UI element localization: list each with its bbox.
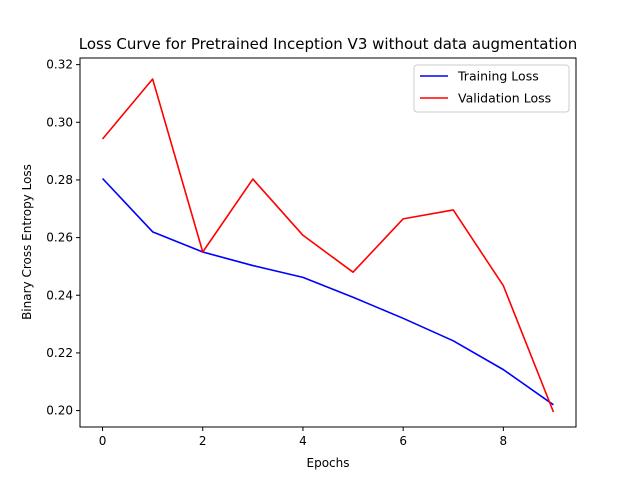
y-axis-ticks: 0.20 0.22 0.24 0.26 0.28 0.30 0.32 <box>46 58 80 418</box>
y-tick-label: 0.28 <box>46 173 73 187</box>
y-tick-label: 0.26 <box>46 231 73 245</box>
x-tick-label: 4 <box>299 434 307 448</box>
legend-label-validation-loss: Validation Loss <box>458 91 551 106</box>
x-tick-label: 6 <box>399 434 407 448</box>
series-line-training-loss <box>101 177 554 406</box>
x-tick-label: 0 <box>99 434 107 448</box>
y-tick-label: 0.24 <box>46 288 73 302</box>
series-line-validation-loss <box>101 78 555 413</box>
y-tick-label: 0.30 <box>46 115 73 129</box>
y-tick-label: 0.20 <box>46 404 73 418</box>
x-axis-label: Epochs <box>307 456 350 470</box>
legend-label-training-loss: Training Loss <box>457 69 539 84</box>
legend: Training Loss Validation Loss <box>413 64 570 113</box>
legend-box <box>413 64 570 113</box>
y-axis-label: Binary Cross Entropy Loss <box>20 164 34 320</box>
plot-lines <box>101 78 555 413</box>
x-tick-label: 8 <box>500 434 508 448</box>
y-tick-label: 0.32 <box>46 58 73 72</box>
plot-frame <box>79 57 577 428</box>
y-tick-label: 0.22 <box>46 346 73 360</box>
x-tick-label: 2 <box>199 434 207 448</box>
x-axis-ticks: 0 2 4 6 8 <box>99 427 507 448</box>
chart-title: Loss Curve for Pretrained Inception V3 w… <box>79 35 577 53</box>
